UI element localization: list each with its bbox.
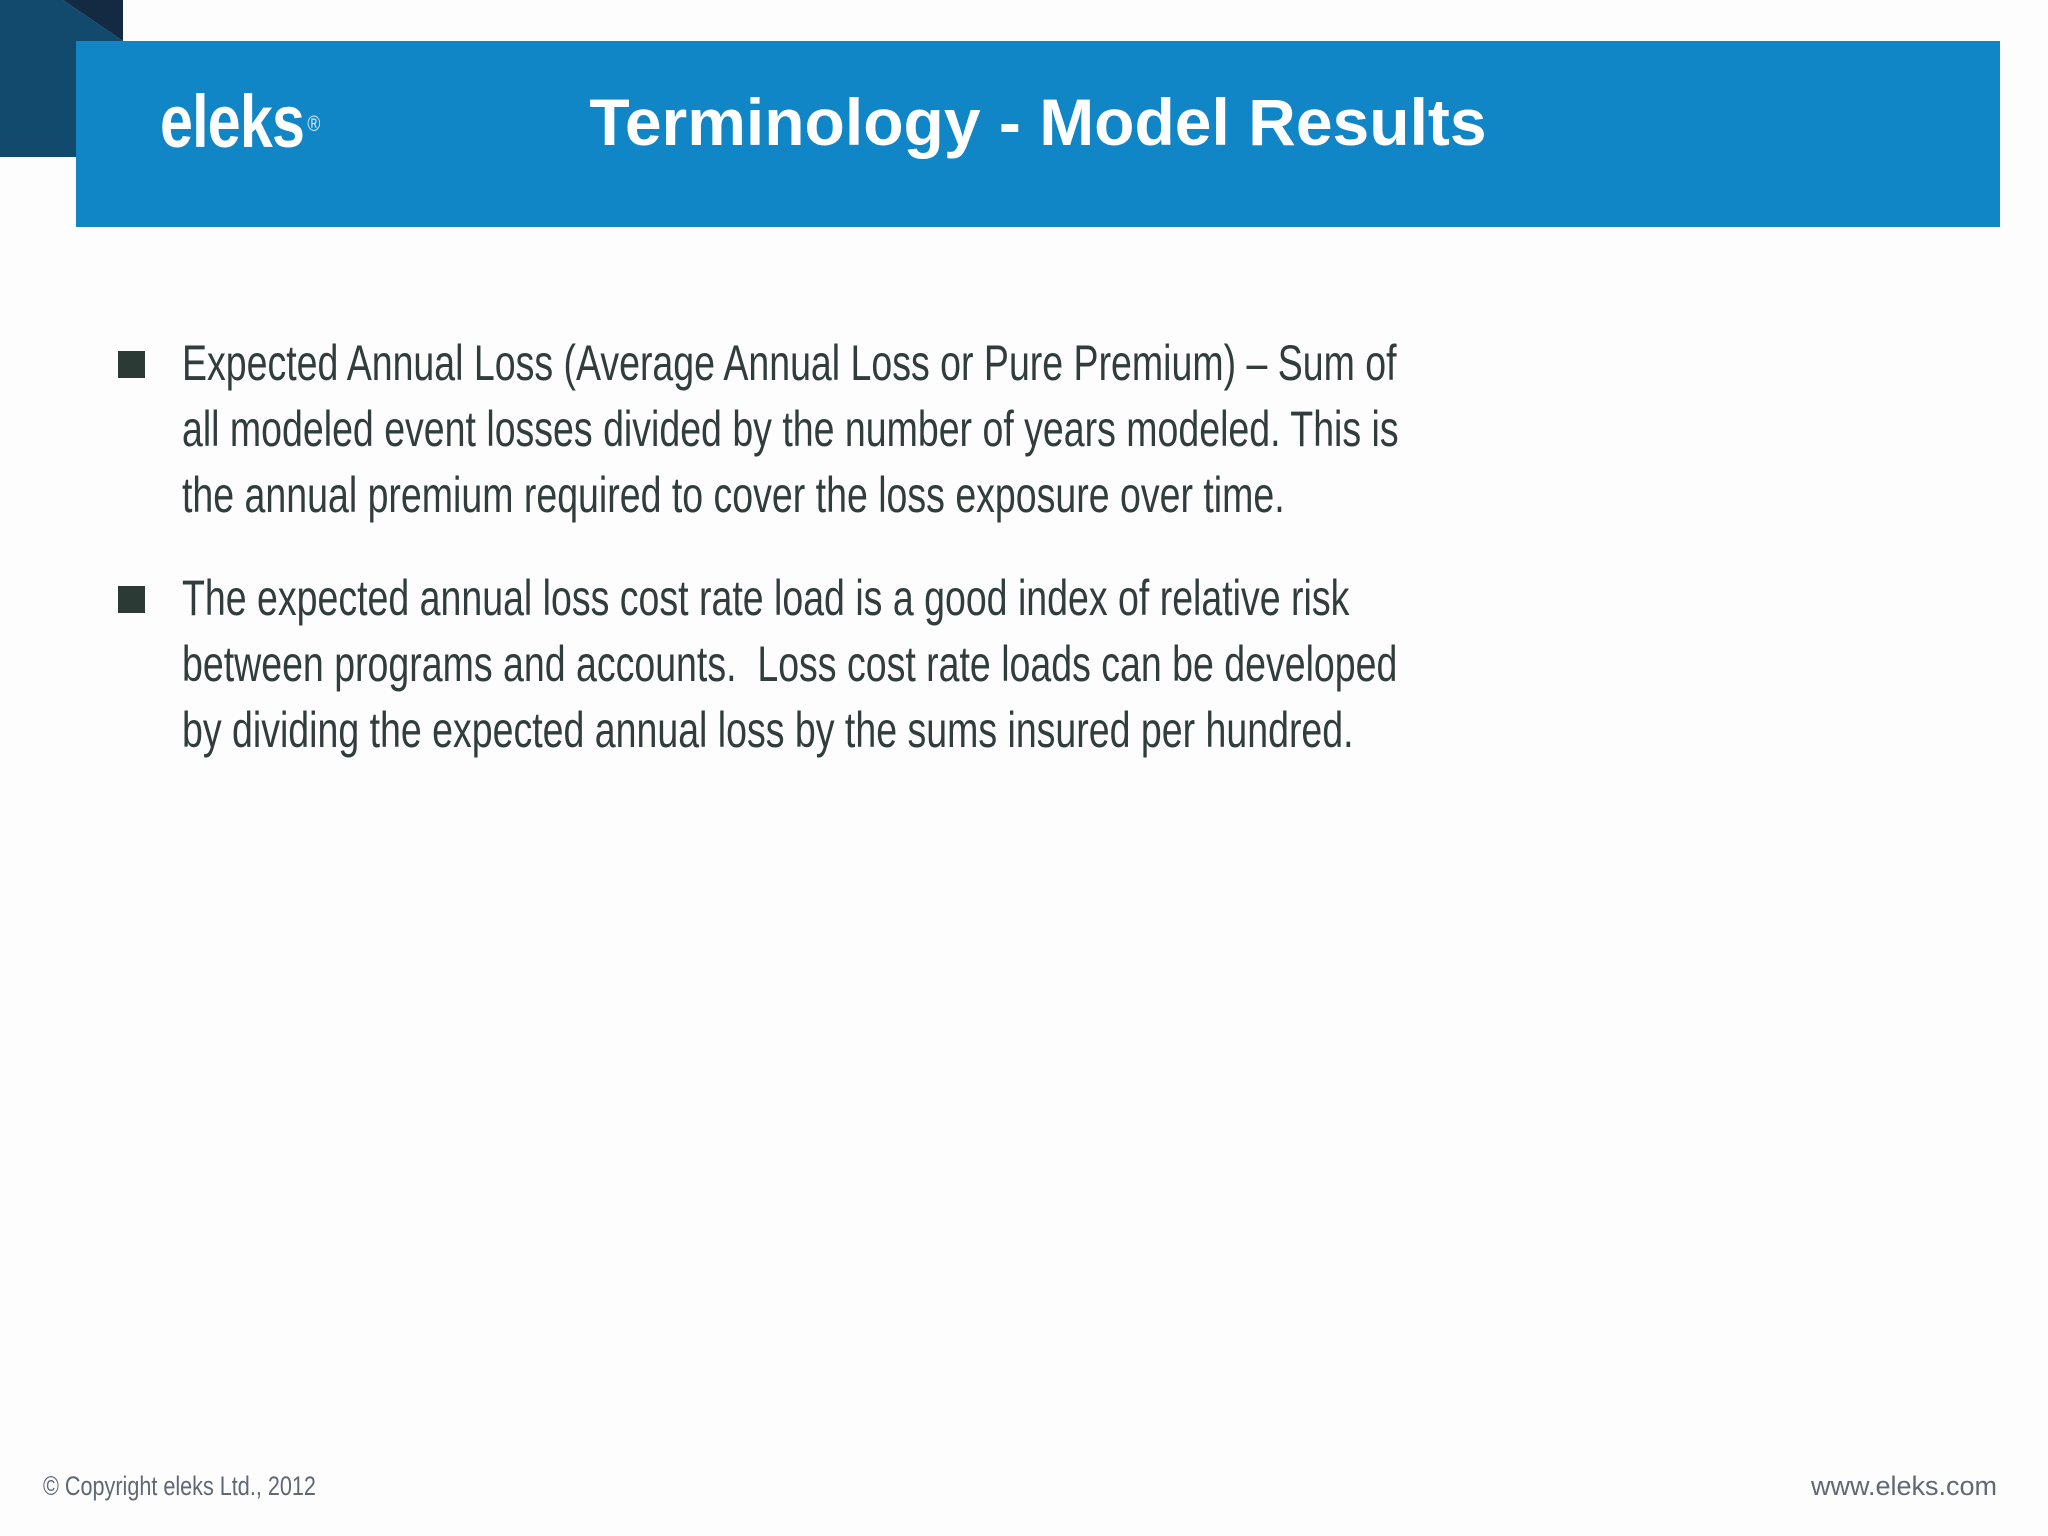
- bullet-item: Expected Annual Loss (Average Annual Los…: [118, 330, 1918, 528]
- bullet-item: The expected annual loss cost rate load …: [118, 565, 1918, 763]
- bullet-text: Expected Annual Loss (Average Annual Los…: [182, 330, 1804, 528]
- corner-dark-triangle: [63, 0, 123, 41]
- registered-trademark-icon: ®: [307, 111, 320, 136]
- bullet-line: The expected annual loss cost rate load …: [182, 570, 1350, 626]
- bullet-line: between programs and accounts. Loss cost…: [182, 636, 1398, 692]
- slide-title: Terminology - Model Results: [589, 85, 1487, 159]
- bullet-square-icon: [118, 586, 145, 613]
- eleks-logo: eleks ®: [160, 85, 320, 159]
- corner-navy-shape: [0, 0, 123, 157]
- header-bar: eleks ® Terminology - Model Results: [76, 41, 2000, 227]
- website-url: www.eleks.com: [1810, 1471, 1997, 1501]
- eleks-logo-text: eleks: [160, 80, 305, 163]
- bullet-line: Expected Annual Loss (Average Annual Los…: [182, 335, 1397, 391]
- copyright-notice: © Copyright eleks Ltd., 2012: [43, 1471, 316, 1501]
- slide-body: Expected Annual Loss (Average Annual Los…: [118, 330, 1918, 763]
- bullet-square-icon: [118, 351, 145, 378]
- bullet-text: The expected annual loss cost rate load …: [182, 565, 1802, 763]
- bullet-line: by dividing the expected annual loss by …: [182, 702, 1354, 758]
- bullet-line: all modeled event losses divided by the …: [182, 401, 1399, 457]
- corner-decoration: [0, 0, 123, 157]
- bullet-line: the annual premium required to cover the…: [182, 467, 1285, 523]
